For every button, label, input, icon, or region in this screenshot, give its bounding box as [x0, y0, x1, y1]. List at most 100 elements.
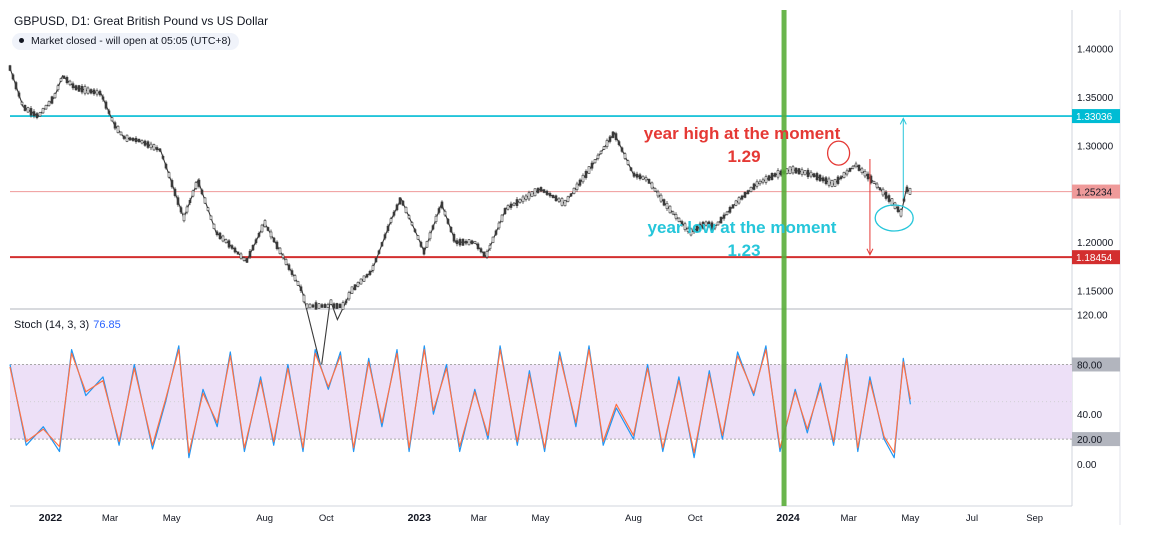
candle-body: [719, 216, 723, 224]
candle-body: [896, 206, 900, 213]
candle-body: [407, 215, 411, 219]
candle-body: [149, 143, 153, 149]
candle-body: [692, 228, 696, 233]
candle-body: [770, 172, 774, 180]
candle-body: [545, 190, 549, 195]
price-tick-label: 1.20000: [1077, 238, 1114, 249]
candle-body: [851, 165, 855, 169]
candle-body: [317, 303, 321, 309]
time-tick-label: 2024: [776, 512, 800, 524]
candle-body: [815, 173, 819, 181]
candle-body: [428, 232, 432, 240]
candle-body: [638, 174, 642, 180]
candle-body: [689, 228, 693, 236]
candle-body: [803, 170, 807, 176]
candle-body: [827, 178, 831, 186]
candle-body: [833, 179, 837, 187]
badge-support-box: [1072, 250, 1120, 265]
stoch-tick-label: 0.00: [1077, 460, 1097, 471]
candle-body: [401, 200, 405, 206]
candle-body: [569, 193, 573, 197]
candle-body: [191, 190, 195, 197]
candle-body: [899, 209, 903, 217]
candle-body: [281, 254, 285, 258]
candle-body: [767, 175, 771, 181]
candle-body: [308, 303, 312, 309]
candle-body: [359, 278, 363, 285]
candle-body: [167, 172, 171, 178]
candle-body: [194, 182, 198, 189]
badge-last-price-box: [1072, 184, 1120, 199]
candle-body: [344, 300, 348, 304]
candle-body: [434, 215, 438, 222]
candle-body: [398, 197, 402, 205]
candle-body: [791, 166, 795, 174]
candle-body: [494, 230, 498, 235]
candle-body: [572, 187, 576, 194]
time-tick-label: Jul: [966, 513, 978, 524]
candle-body: [290, 270, 294, 275]
candle-body: [797, 168, 801, 175]
candle-body: [179, 207, 183, 213]
candle-body: [332, 303, 336, 309]
rise-arrow-head: [899, 117, 907, 125]
candle-body: [704, 221, 708, 226]
time-tick-label: May: [901, 513, 919, 524]
stoch-last-value: 76.85: [93, 319, 121, 331]
candle-body: [245, 258, 249, 263]
candle-body: [65, 77, 69, 84]
candle-body: [596, 154, 600, 159]
candle-body: [677, 217, 681, 222]
candle-body: [368, 270, 372, 275]
candle-body: [119, 131, 123, 136]
candle-body: [524, 195, 528, 200]
candle-body: [746, 190, 750, 194]
candle-body: [905, 186, 909, 193]
candle-body: [464, 240, 468, 244]
candle-body: [701, 221, 705, 229]
candle-body: [32, 111, 36, 117]
candle-body: [92, 89, 96, 95]
candle-body: [377, 250, 381, 254]
candle-body: [416, 235, 420, 240]
market-status-badge: Market closed - will open at 05:05 (UTC+…: [12, 33, 239, 50]
candle-body: [536, 188, 540, 193]
candle-body: [395, 204, 399, 211]
candle-body: [497, 222, 501, 229]
candle-body: [170, 180, 174, 188]
candle-body: [467, 239, 471, 246]
candle-body: [80, 85, 84, 93]
candle-body: [593, 159, 597, 164]
candle-body: [605, 140, 609, 147]
candle-body: [59, 78, 63, 82]
candle-body: [314, 302, 318, 310]
drop-arrow-head: [866, 248, 874, 256]
candle-body: [878, 187, 882, 191]
candle-body: [503, 208, 507, 215]
candle-body: [518, 199, 522, 203]
candle-body: [479, 248, 483, 253]
candle-body: [182, 213, 186, 222]
candle-body: [743, 192, 747, 198]
candle-body: [521, 196, 525, 203]
candle-body: [716, 221, 720, 226]
candle-body: [44, 105, 48, 110]
candle-body: [113, 122, 117, 129]
candle-body: [293, 275, 297, 281]
candle-body: [23, 104, 27, 111]
stoch-tick-label: 40.00: [1077, 410, 1102, 421]
candle-body: [341, 302, 345, 310]
candle-body: [89, 89, 93, 94]
candle-body: [860, 168, 864, 173]
candle-body: [740, 195, 744, 200]
candle-body: [8, 65, 12, 71]
candle-body: [413, 229, 417, 232]
candle-body: [872, 180, 876, 184]
candle-body: [380, 242, 384, 247]
candle-body: [125, 134, 129, 142]
time-tick-label: 2023: [408, 512, 432, 524]
candle-body: [209, 215, 213, 220]
candle-body: [758, 180, 762, 185]
candle-body: [557, 198, 561, 202]
